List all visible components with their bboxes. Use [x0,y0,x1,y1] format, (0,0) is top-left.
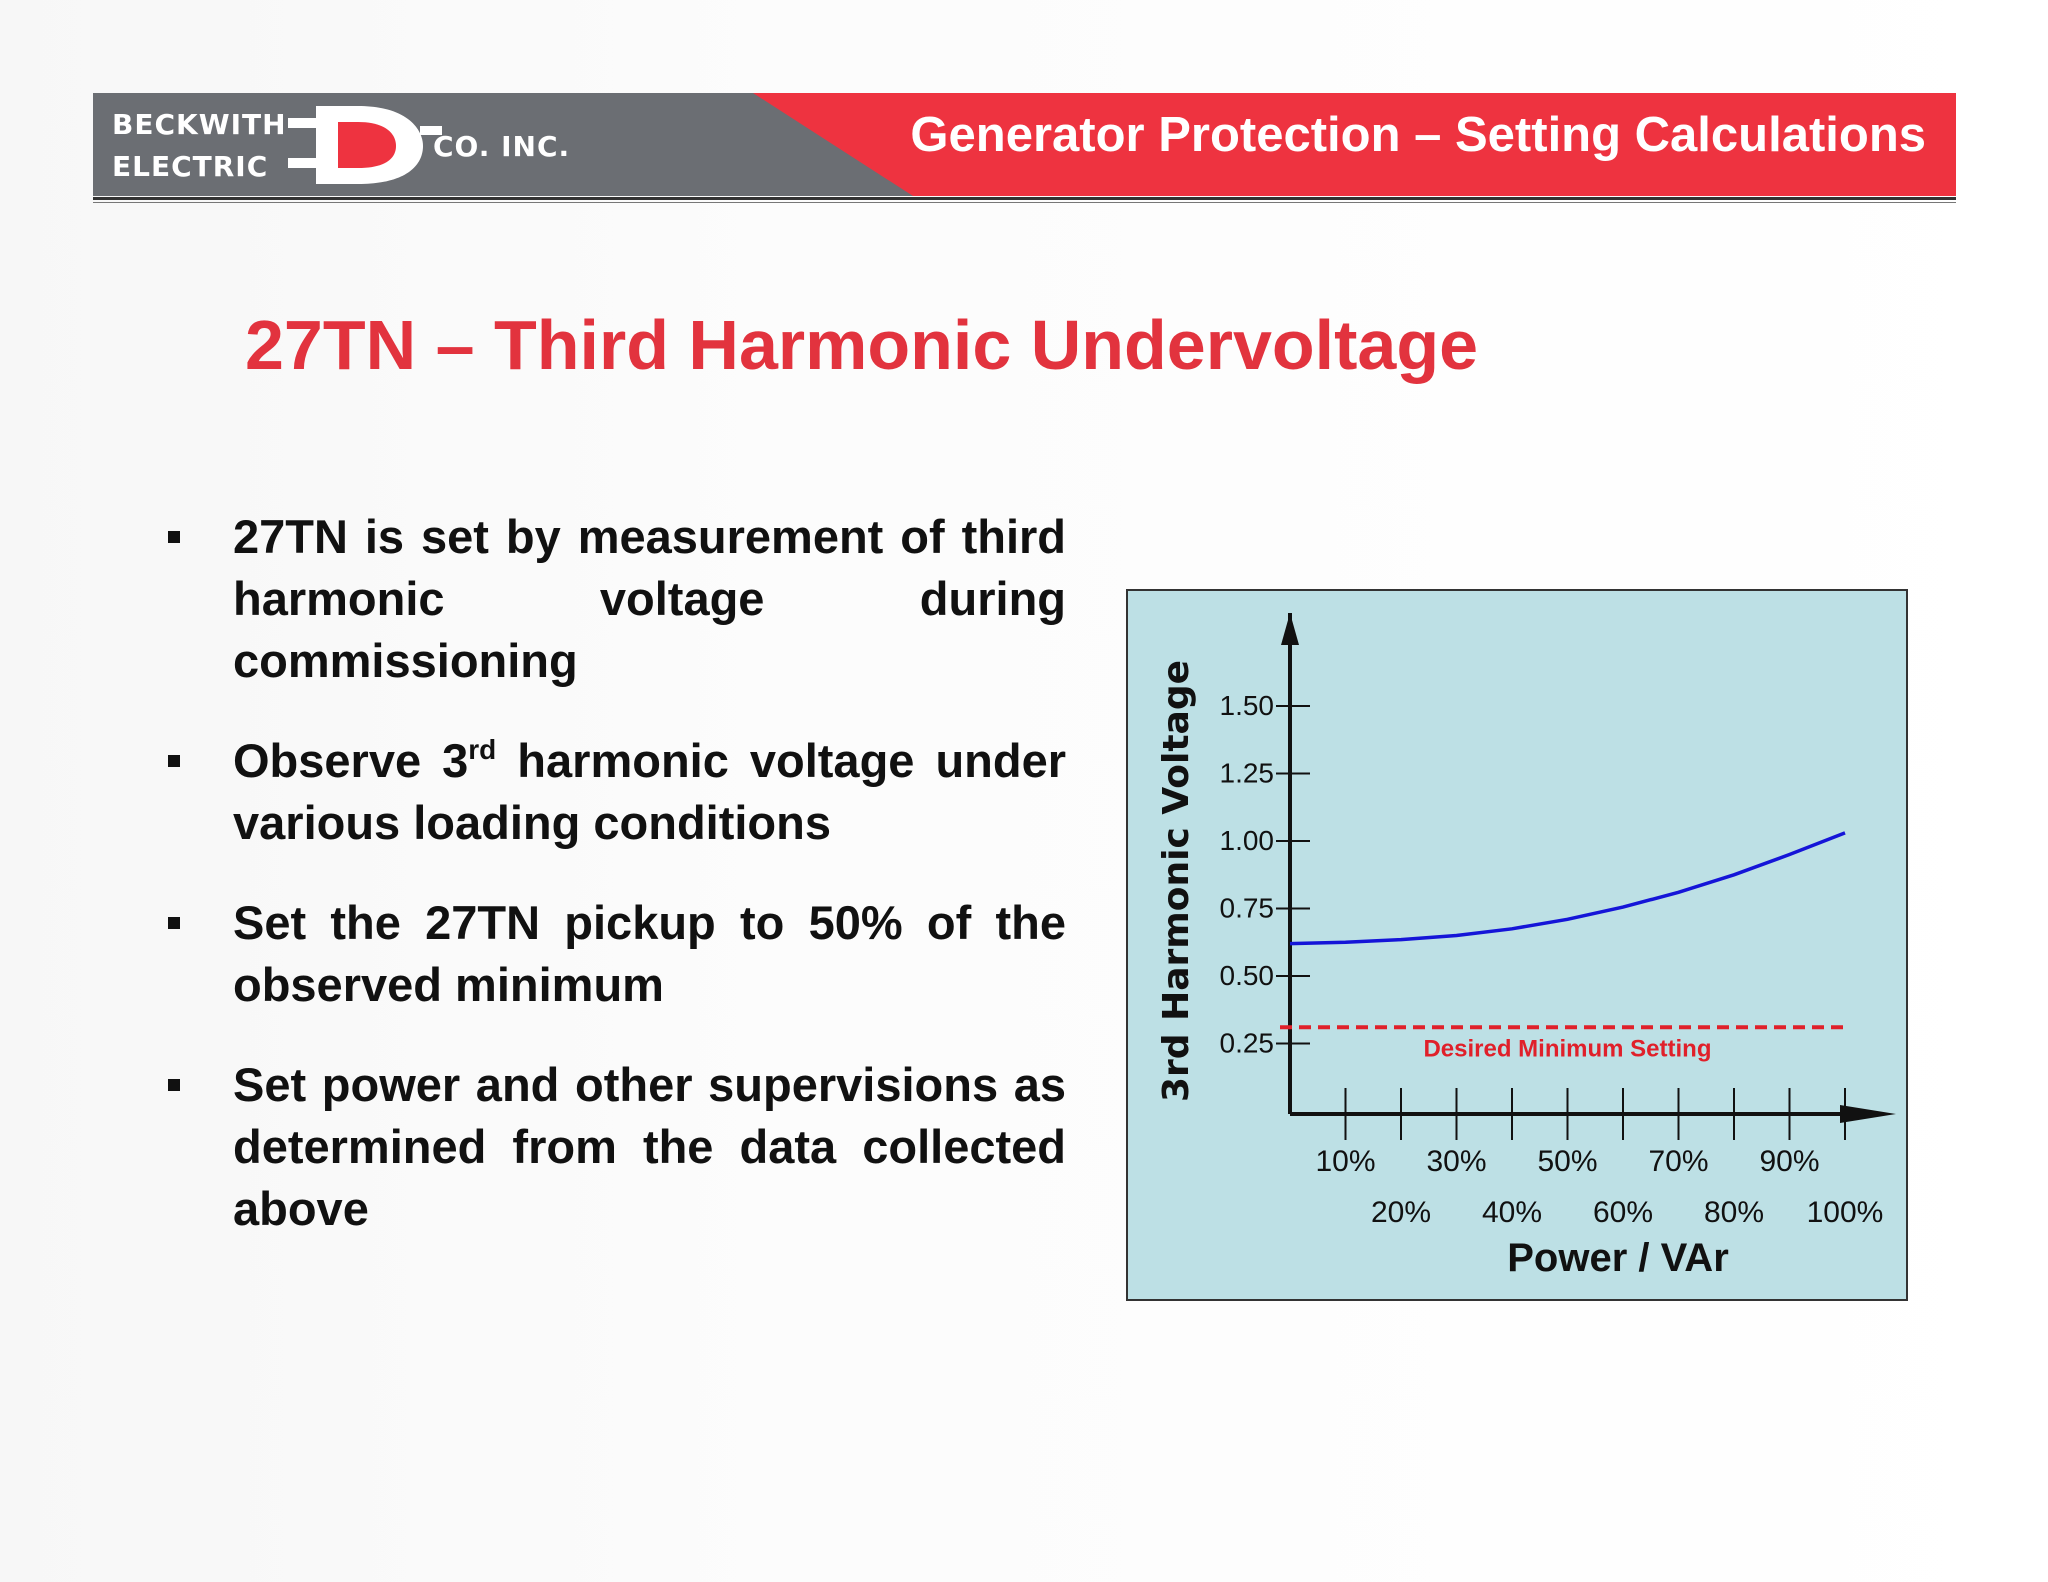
logo-line1: BECKWITH [112,108,287,141]
x-tick-label: 10% [1315,1145,1375,1178]
bullet-text-sup: rd [468,734,497,765]
y-axis-arrow-icon [1281,613,1299,645]
x-tick-label: 30% [1426,1145,1486,1178]
company-logo: BECKWITH ELECTRIC CO. INC. [108,100,588,190]
bullet-text: 27TN is set by measurement of third harm… [233,510,1066,687]
y-ticks: 0.25 0.50 0.75 1.00 1.25 1.50 [1220,690,1310,1059]
x-tick-label: 70% [1648,1145,1708,1178]
threshold-label: Desired Minimum Setting [1423,1035,1711,1062]
bullet-item: Set the 27TN pickup to 50% of the observ… [160,892,1066,1016]
slide-title: 27TN – Third Harmonic Undervoltage [245,306,1479,384]
series-line [1289,831,1846,946]
x-tick-label: 90% [1759,1145,1819,1178]
bullet-text: Set power and other supervisions as dete… [233,1058,1066,1235]
header-rule-thin [93,202,1956,203]
y-tick-label: 0.75 [1220,893,1275,924]
logo-d-mark-icon [288,106,442,184]
banner-gray-band [93,93,913,196]
chart-canvas: 0.25 0.50 0.75 1.00 1.25 1.50 10% 20% 30% 40% 50%… [1156,613,1896,1280]
bullet-square-icon [168,1079,180,1091]
y-axis-label: 3rd Harmonic Voltage [1156,660,1197,1102]
y-tick-label: 0.50 [1220,960,1275,991]
bullet-text: Set the 27TN pickup to 50% of the observ… [233,896,1066,1011]
bullet-item: Observe 3rd harmonic voltage under vario… [160,730,1066,854]
bullet-list: 27TN is set by measurement of third harm… [160,506,1066,1278]
x-ticks: 10% 20% 30% 40% 50% 60% 70% 80% 90% 100% [1315,1088,1883,1229]
bullet-text-post: harmonic voltage under various loading c… [233,734,1066,849]
logo-suffix: CO. INC. [433,130,571,163]
y-tick-label: 0.25 [1220,1028,1275,1059]
bullet-item: 27TN is set by measurement of third harm… [160,506,1066,692]
logo-line2: ELECTRIC [112,150,269,183]
x-tick-label: 50% [1537,1145,1597,1178]
y-tick-label: 1.00 [1220,825,1275,856]
bullet-text-pre: Observe 3 [233,734,469,787]
x-tick-label: 20% [1371,1196,1431,1229]
x-tick-label: 60% [1593,1196,1653,1229]
bullet-item: Set power and other supervisions as dete… [160,1054,1066,1240]
header-title: Generator Protection – Setting Calculati… [910,108,1926,162]
y-tick-label: 1.25 [1220,758,1275,789]
x-tick-label: 100% [1807,1196,1884,1229]
bullet-square-icon [168,531,180,543]
x-axis-label: Power / VAr [1507,1236,1729,1280]
x-tick-label: 80% [1704,1196,1764,1229]
bullet-square-icon [168,917,180,929]
x-axis-arrow-icon [1840,1105,1896,1123]
y-tick-label: 1.50 [1220,690,1275,721]
header-rule [93,197,1956,200]
harmonic-voltage-chart: 0.25 0.50 0.75 1.00 1.25 1.50 10% 20% 30% 40% 50%… [1126,589,1908,1301]
x-tick-label: 40% [1482,1196,1542,1229]
bullet-square-icon [168,755,180,767]
